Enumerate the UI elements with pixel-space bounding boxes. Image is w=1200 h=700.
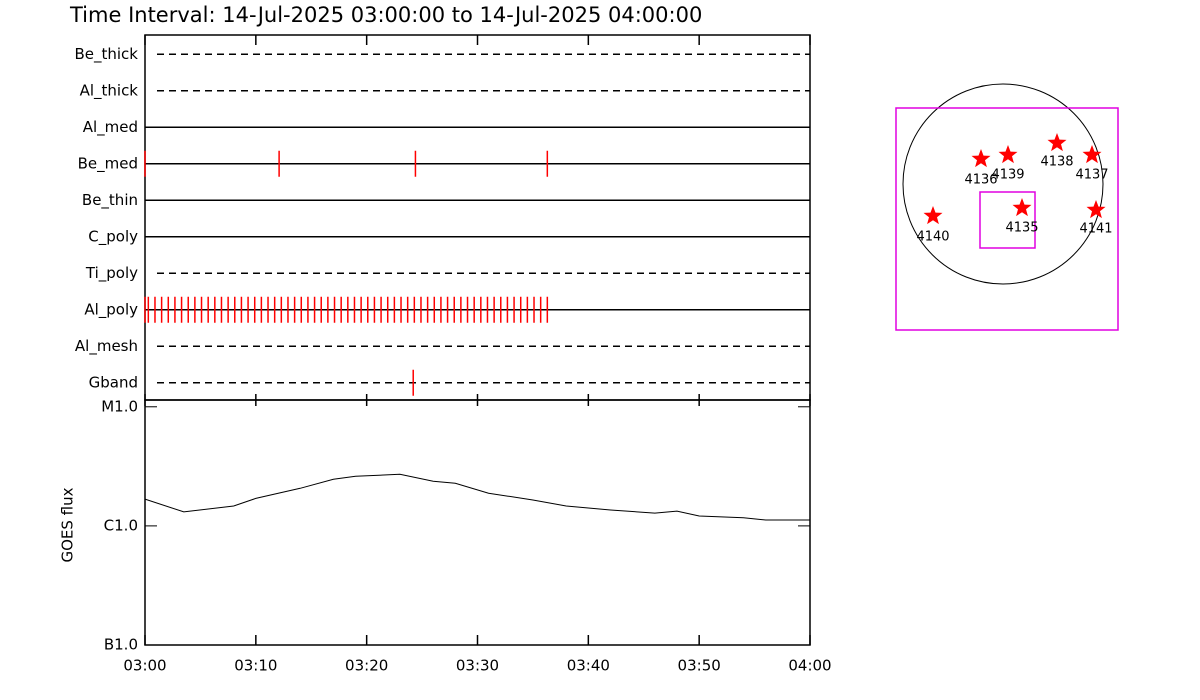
y-tick-label: C1.0 <box>104 516 138 534</box>
x-tick-label: 03:50 <box>678 657 721 675</box>
filter-label: Ti_poly <box>85 264 138 283</box>
region-label: 4140 <box>916 230 949 245</box>
filter-label: Al_thick <box>80 81 139 100</box>
solar-disk <box>902 83 1104 285</box>
filter-label: Gband <box>89 373 138 391</box>
filter-label: Be_med <box>78 154 138 173</box>
region-star <box>1086 200 1106 219</box>
region-star <box>1047 133 1067 152</box>
x-tick-label: 03:00 <box>123 657 166 675</box>
region-star <box>923 206 943 225</box>
y-tick-label: B1.0 <box>104 636 138 654</box>
region-label: 4139 <box>991 168 1024 183</box>
goes-curve <box>144 473 810 521</box>
region-label: 4138 <box>1040 155 1073 170</box>
region-label: 4136 <box>964 173 997 188</box>
filter-label: Be_thin <box>82 191 138 210</box>
x-tick-label: 03:10 <box>234 657 277 675</box>
region-label: 4137 <box>1075 168 1108 183</box>
region-star <box>971 149 991 168</box>
filter-label: Al_poly <box>84 300 138 319</box>
filter-label: Al_med <box>83 118 138 137</box>
x-tick-label: 03:40 <box>567 657 610 675</box>
region-label: 4141 <box>1079 222 1112 237</box>
goes-panel-frame <box>144 399 811 646</box>
filter-label: Be_thick <box>74 45 138 64</box>
region-star <box>1082 145 1102 164</box>
title: Time Interval: 14-Jul-2025 03:00:00 to 1… <box>69 3 702 27</box>
region-label: 4135 <box>1005 221 1038 236</box>
y-tick-label: M1.0 <box>101 397 138 415</box>
fov-inner <box>979 191 1036 249</box>
filter-label: Al_mesh <box>75 337 138 356</box>
region-star <box>1012 198 1032 217</box>
region-star <box>998 145 1018 164</box>
filter-label: C_poly <box>88 227 138 246</box>
x-tick-label: 04:00 <box>788 657 831 675</box>
fov-outer <box>895 107 1119 331</box>
x-tick-label: 03:30 <box>456 657 499 675</box>
event-panel-frame <box>144 34 811 401</box>
y-axis-label: GOES flux <box>59 487 77 562</box>
x-tick-label: 03:20 <box>345 657 388 675</box>
